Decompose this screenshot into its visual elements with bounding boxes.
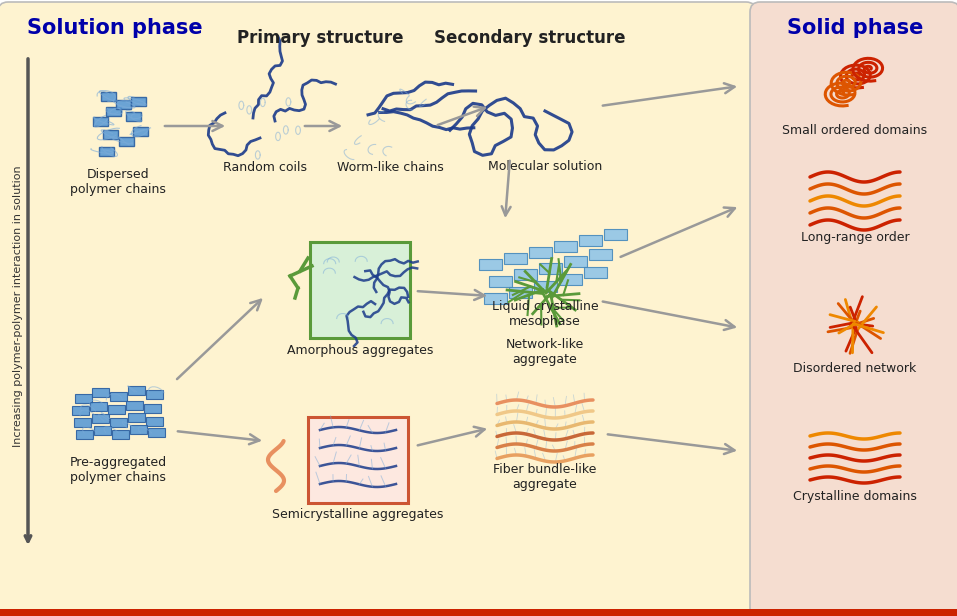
- FancyBboxPatch shape: [109, 418, 126, 426]
- FancyBboxPatch shape: [514, 269, 537, 280]
- Text: Liquid crystalline
mesophase: Liquid crystalline mesophase: [492, 300, 598, 328]
- FancyBboxPatch shape: [75, 394, 92, 402]
- Text: Molecular solution: Molecular solution: [488, 160, 602, 173]
- FancyBboxPatch shape: [503, 253, 526, 264]
- FancyBboxPatch shape: [310, 242, 410, 338]
- Text: Dispersed
polymer chains: Dispersed polymer chains: [70, 168, 166, 196]
- FancyBboxPatch shape: [553, 240, 576, 251]
- FancyBboxPatch shape: [112, 429, 128, 439]
- Text: Worm-like chains: Worm-like chains: [337, 161, 443, 174]
- FancyBboxPatch shape: [127, 386, 145, 394]
- FancyBboxPatch shape: [93, 116, 107, 126]
- Text: Solution phase: Solution phase: [27, 18, 203, 38]
- Text: Small ordered domains: Small ordered domains: [783, 124, 927, 137]
- FancyBboxPatch shape: [147, 428, 165, 437]
- Text: Disordered network: Disordered network: [793, 362, 917, 375]
- FancyBboxPatch shape: [100, 92, 116, 100]
- Text: Crystalline domains: Crystalline domains: [793, 490, 917, 503]
- FancyBboxPatch shape: [539, 262, 562, 274]
- Text: Primary structure: Primary structure: [236, 29, 403, 47]
- FancyBboxPatch shape: [92, 413, 108, 423]
- FancyBboxPatch shape: [102, 129, 118, 139]
- FancyBboxPatch shape: [116, 100, 130, 108]
- FancyBboxPatch shape: [508, 286, 531, 298]
- Text: Secondary structure: Secondary structure: [434, 29, 626, 47]
- FancyBboxPatch shape: [74, 418, 91, 426]
- Text: Semicrystalline aggregates: Semicrystalline aggregates: [273, 508, 444, 521]
- FancyBboxPatch shape: [92, 387, 108, 397]
- FancyBboxPatch shape: [578, 235, 602, 246]
- FancyBboxPatch shape: [478, 259, 501, 270]
- FancyBboxPatch shape: [127, 413, 145, 421]
- FancyBboxPatch shape: [564, 256, 587, 267]
- Text: Network-like
aggregate: Network-like aggregate: [506, 338, 584, 366]
- FancyBboxPatch shape: [125, 400, 143, 410]
- FancyBboxPatch shape: [72, 405, 88, 415]
- Text: Pre-aggregated
polymer chains: Pre-aggregated polymer chains: [70, 456, 167, 484]
- FancyBboxPatch shape: [144, 403, 161, 413]
- FancyBboxPatch shape: [559, 274, 582, 285]
- FancyBboxPatch shape: [0, 2, 756, 616]
- Text: Long-range order: Long-range order: [801, 231, 909, 244]
- FancyBboxPatch shape: [129, 424, 146, 434]
- FancyBboxPatch shape: [533, 280, 557, 291]
- Bar: [0, 609, 957, 616]
- Text: Random coils: Random coils: [223, 161, 307, 174]
- FancyBboxPatch shape: [107, 405, 124, 413]
- FancyBboxPatch shape: [76, 429, 93, 439]
- FancyBboxPatch shape: [119, 137, 133, 145]
- FancyBboxPatch shape: [145, 416, 163, 426]
- FancyBboxPatch shape: [94, 426, 110, 434]
- FancyBboxPatch shape: [90, 402, 106, 410]
- FancyBboxPatch shape: [488, 275, 511, 286]
- FancyBboxPatch shape: [604, 229, 627, 240]
- FancyBboxPatch shape: [130, 97, 145, 105]
- Text: Amorphous aggregates: Amorphous aggregates: [287, 344, 434, 357]
- FancyBboxPatch shape: [99, 147, 114, 155]
- Text: Increasing polymer-polymer interaction in solution: Increasing polymer-polymer interaction i…: [13, 165, 23, 447]
- FancyBboxPatch shape: [528, 246, 551, 257]
- FancyBboxPatch shape: [105, 107, 121, 116]
- FancyBboxPatch shape: [145, 389, 163, 399]
- Text: Solid phase: Solid phase: [787, 18, 924, 38]
- FancyBboxPatch shape: [308, 417, 408, 503]
- FancyBboxPatch shape: [109, 392, 126, 400]
- FancyBboxPatch shape: [132, 126, 147, 136]
- FancyBboxPatch shape: [589, 248, 612, 259]
- FancyBboxPatch shape: [483, 293, 506, 304]
- Text: Fiber bundle-like
aggregate: Fiber bundle-like aggregate: [493, 463, 596, 491]
- FancyBboxPatch shape: [584, 267, 607, 277]
- FancyBboxPatch shape: [750, 2, 957, 616]
- FancyBboxPatch shape: [125, 111, 141, 121]
